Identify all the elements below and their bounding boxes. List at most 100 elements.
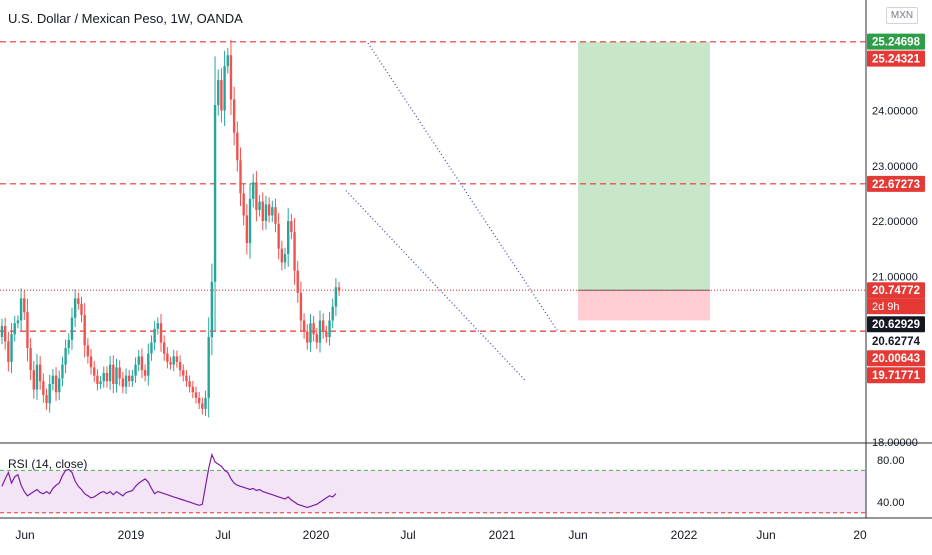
candle-body bbox=[58, 378, 61, 393]
price-tag bbox=[867, 350, 925, 367]
time-tick-label: Jul bbox=[400, 528, 415, 542]
candle-body bbox=[217, 80, 220, 105]
price-tick-label: 18.00000 bbox=[872, 437, 918, 449]
candle-body bbox=[182, 370, 185, 376]
candle-body bbox=[302, 320, 306, 332]
candle-body bbox=[318, 320, 322, 343]
candle-body bbox=[128, 375, 131, 382]
candle-body bbox=[115, 367, 118, 384]
candle-body bbox=[321, 320, 325, 332]
candle-body bbox=[175, 356, 179, 362]
price-tag bbox=[867, 50, 925, 67]
candle-body bbox=[51, 375, 55, 384]
candle-body bbox=[204, 397, 207, 409]
price-tag-label: 20.62929 bbox=[872, 319, 920, 331]
candle-body bbox=[159, 323, 163, 343]
candle-body bbox=[271, 207, 274, 216]
candle-body bbox=[19, 298, 23, 321]
candle-body bbox=[134, 364, 137, 376]
candle-body bbox=[261, 201, 264, 221]
time-tick-label: Jun bbox=[568, 528, 587, 542]
price-tag bbox=[867, 367, 925, 384]
candle-body bbox=[38, 364, 42, 382]
candle-body bbox=[226, 55, 229, 67]
candle-body bbox=[248, 198, 252, 244]
candle-body bbox=[229, 55, 233, 100]
price-tag bbox=[867, 333, 925, 350]
candle-body bbox=[299, 292, 303, 321]
candle-body bbox=[112, 364, 115, 384]
price-tag bbox=[867, 33, 925, 50]
candle-body bbox=[255, 182, 258, 210]
candle-body bbox=[185, 375, 188, 382]
price-tag-label: 22.67273 bbox=[872, 179, 920, 191]
price-tag bbox=[867, 316, 925, 333]
candle-body bbox=[201, 403, 204, 409]
stop-zone bbox=[578, 290, 710, 321]
rsi-tick-label: 80.00 bbox=[877, 455, 905, 467]
price-tag-label: 25.24698 bbox=[872, 37, 921, 49]
candle-body bbox=[207, 337, 210, 398]
candle-body bbox=[64, 348, 67, 365]
candle-body bbox=[26, 312, 29, 349]
candle-body bbox=[45, 395, 48, 404]
candle-body bbox=[194, 392, 198, 398]
candle-body bbox=[7, 341, 10, 362]
candle-body bbox=[150, 342, 153, 354]
candle-body bbox=[13, 323, 16, 335]
price-tag-label: 20.74772 bbox=[872, 285, 920, 297]
countdown-label: 2d 9h bbox=[872, 301, 900, 313]
candle-body bbox=[48, 383, 51, 404]
price-tick-label: 24.00000 bbox=[872, 106, 918, 118]
rsi-band bbox=[0, 470, 866, 513]
price-tag-label: 25.24321 bbox=[872, 54, 921, 66]
candle-body bbox=[166, 353, 169, 362]
currency-badge[interactable]: MXN bbox=[886, 7, 918, 24]
candle-body bbox=[35, 364, 39, 390]
candle-body bbox=[334, 287, 338, 307]
candle-body bbox=[80, 303, 83, 315]
candle-body bbox=[143, 370, 147, 376]
time-tick-label: 2020 bbox=[303, 528, 330, 542]
candle-body bbox=[93, 367, 96, 376]
price-tick-label: 22.00000 bbox=[872, 216, 918, 228]
candle-body bbox=[287, 221, 290, 255]
candle-body bbox=[277, 223, 280, 249]
candle-body bbox=[0, 325, 4, 338]
candle-body bbox=[283, 254, 287, 263]
profit-zone bbox=[578, 41, 710, 291]
candle-body bbox=[153, 328, 156, 343]
candle-body bbox=[245, 215, 249, 244]
candle-body bbox=[16, 320, 20, 324]
candle-body bbox=[147, 353, 150, 376]
candle-body bbox=[236, 132, 239, 161]
candle-body bbox=[258, 201, 261, 210]
price-tag-label: 20.00643 bbox=[872, 353, 920, 365]
candle-body bbox=[325, 331, 328, 338]
candle-body bbox=[3, 325, 7, 342]
candle-body bbox=[315, 334, 319, 343]
candle-body bbox=[309, 323, 312, 343]
candle-body bbox=[169, 361, 172, 365]
candle-body bbox=[54, 375, 58, 393]
candle-body bbox=[296, 270, 299, 293]
candle-body bbox=[105, 372, 109, 382]
rsi-tick-label: 40.00 bbox=[877, 497, 905, 509]
candle-body bbox=[232, 99, 236, 133]
candle-body bbox=[73, 298, 77, 318]
price-tag bbox=[867, 282, 925, 299]
candle-body bbox=[102, 372, 105, 382]
candle-body bbox=[242, 193, 245, 216]
candle-body bbox=[67, 339, 70, 349]
candle-body bbox=[331, 306, 334, 321]
candle-body bbox=[274, 207, 277, 224]
candle-body bbox=[280, 248, 284, 263]
candle-body bbox=[264, 204, 268, 221]
candle-body bbox=[312, 323, 315, 335]
candle-body bbox=[23, 298, 26, 313]
candle-body bbox=[188, 381, 191, 387]
candle-body bbox=[328, 320, 331, 338]
